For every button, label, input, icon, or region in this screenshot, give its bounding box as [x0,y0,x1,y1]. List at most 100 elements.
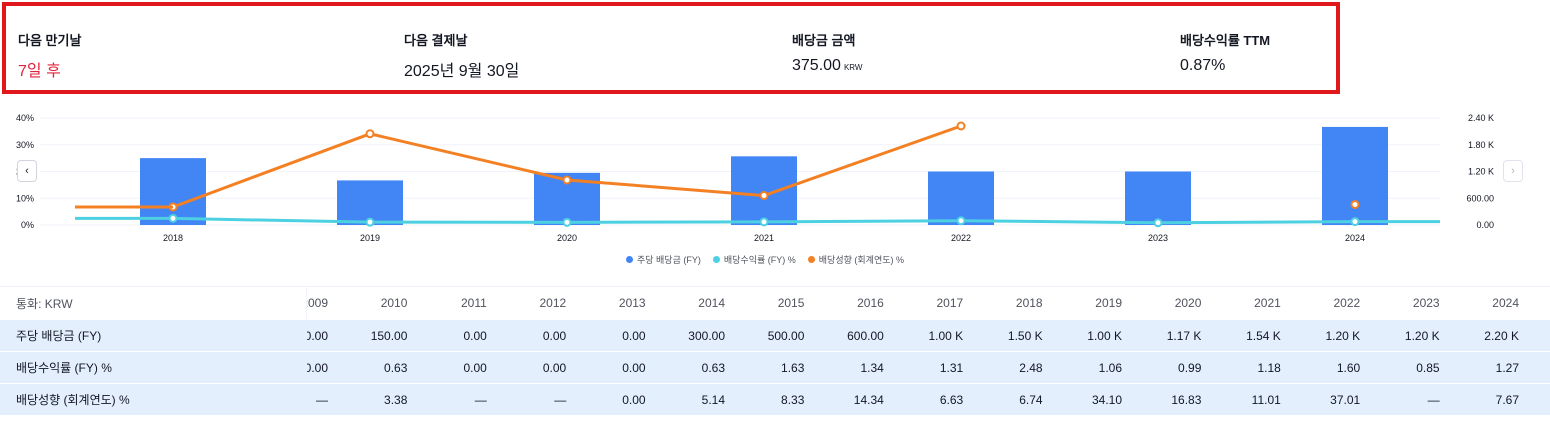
legend-item-dividend-yield[interactable]: 배당수익률 (FY) % [712,253,796,266]
bar-2022 [928,171,994,225]
table-cell: 0.00 [622,360,646,375]
y-right-tick-label: 0.00 [1476,220,1494,230]
table-cell: 1.00 K [1087,328,1122,343]
chart-next-button[interactable]: › [1503,160,1523,182]
table-cell: 2.20 K [1484,328,1519,343]
legend-label: 주당 배당금 (FY) [636,255,701,265]
table-cell: 2018 [1015,296,1043,310]
table-cell: — [554,392,567,407]
dividend-amount-label: 배당금 금액 [792,33,856,48]
table-cell: 2.48 [1019,360,1043,375]
table-cell: 2021 [1254,296,1281,310]
table-cell: 0.00 [463,328,487,343]
y-left-tick-label: 0% [21,220,34,230]
table-cell: 600.00 [847,328,884,343]
table-cell: 2010 [380,296,408,310]
payout-ratio-point-2020 [562,175,572,185]
dividend-amount-stat: 배당금 금액 375.00 KRW [792,30,862,75]
legend-label: 배당성향 (회계연도) % [818,255,905,265]
y-right-tick-label: 600.00 [1466,193,1494,203]
table-cell: 0.63 [701,360,725,375]
y-right-tick-label: 1.80 K [1468,140,1494,150]
table-cell: 1.60 [1336,360,1361,375]
table-cell: 1.63 [781,360,805,375]
y-left-tick-label: 40% [16,113,34,123]
legend-label: 배당수익률 (FY) % [723,255,796,265]
table-cell: 3.38 [384,392,408,407]
table-cell: 2017 [936,296,964,310]
currency-label: 통화: KRW [0,287,307,319]
table-cell: 2015 [777,296,805,310]
table-cell: 1.27 [1495,360,1519,375]
table-cell: 1.34 [860,360,884,375]
dividend-summary-panel: 다음 만기날 7일 후 다음 결제날 2025년 9월 30일 배당금 금액 3… [2,2,1340,94]
table-row: 0.00 0.63 0.00 0.00 0.00 0.63 1.63 1.34 1.31 2.48… [0,352,1550,384]
row-label: 배당성향 (회계연도) % [0,384,307,415]
table-cell: 0.00 [304,328,328,343]
dividend-amount-value-wrap: 375.00 KRW [792,57,862,75]
table-row: 0.00 150.00 0.00 0.00 0.00 300.00 500.00 600.00… [0,320,1550,352]
table-cell: 2016 [857,296,884,310]
y-left-tick-label: 30% [16,140,34,150]
row-label: 주당 배당금 (FY) [0,320,307,351]
table-cell: 1.00 K [928,328,964,343]
next-payment-value: 2025년 9월 30일 [404,63,520,80]
table-cell: — [1427,392,1440,407]
chart-prev-button[interactable]: ‹ [17,160,37,182]
dividend-yield-point-2021 [759,217,769,227]
table-cell: 2011 [460,296,487,310]
table-cell: 2012 [539,296,567,310]
dividend-yield-point-2023 [1153,218,1163,228]
payout-ratio-point-2024 [1350,199,1360,209]
table-cell: 2009 [301,296,328,310]
table-cell: 11.01 [1251,392,1281,407]
table-cell: 14.34 [853,392,884,407]
table-cell: 16.83 [1171,392,1202,407]
x-tick-label-2018: 2018 [163,233,183,243]
table-cell: 6.74 [1019,392,1043,407]
table-cell: 8.33 [781,392,805,407]
chevron-right-icon: › [1511,165,1515,177]
table-cell: 0.63 [384,360,408,375]
table-cell: 0.00 [542,328,567,343]
table-cell: 1.17 K [1166,328,1202,343]
table-cell: 1.06 [1098,360,1122,375]
x-tick-label-2019: 2019 [360,233,380,243]
table-cell: — [474,392,487,407]
dividend-yield-point-2022 [956,216,966,226]
table-cell: 5.14 [701,392,725,407]
dividend-amount-unit: KRW [843,63,863,72]
bar-2023 [1125,171,1191,225]
x-tick-label-2022: 2022 [951,233,971,243]
bar-2024 [1322,126,1388,225]
table-cell: 2022 [1333,296,1361,310]
dividend-yield-ttm-value: 0.87% [1180,57,1226,74]
y-left-tick-label: 10% [16,193,34,203]
table-cell: 2023 [1412,296,1440,310]
next-expiry-label: 다음 만기날 [18,33,82,48]
payout-ratio-point-2021 [759,191,769,201]
legend-item-dividend-per-share[interactable]: 주당 배당금 (FY) [625,253,701,266]
dividend-history-table: 2009 2010 2011 2012 2013 2014 2015 2016 2017 2018… [0,286,1550,416]
legend-swatch-bars [625,256,633,263]
table-cell: 1.18 [1257,360,1281,375]
next-payment-stat: 다음 결제날 2025년 9월 30일 [404,30,519,81]
table-cell: 0.00 [542,360,567,375]
table-cell: 0.85 [1416,360,1440,375]
x-tick-label-2023: 2023 [1148,233,1168,243]
chevron-left-icon: ‹ [25,165,29,177]
table-cell: 1.20 K [1325,328,1361,343]
table-cell: 300.00 [688,328,725,343]
table-cell: 1.50 K [1007,328,1043,343]
next-expiry-value: 7일 후 [18,63,61,80]
legend-swatch-payout [807,256,815,263]
x-tick-label-2020: 2020 [557,233,577,243]
table-cell: 2024 [1492,296,1519,310]
table-cell: 1.31 [939,360,964,375]
dividend-yield-point-2024 [1350,217,1360,227]
bar-2019 [337,180,403,225]
table-cell: 2019 [1095,296,1122,310]
legend-item-payout-ratio[interactable]: 배당성향 (회계연도) % [807,253,905,266]
